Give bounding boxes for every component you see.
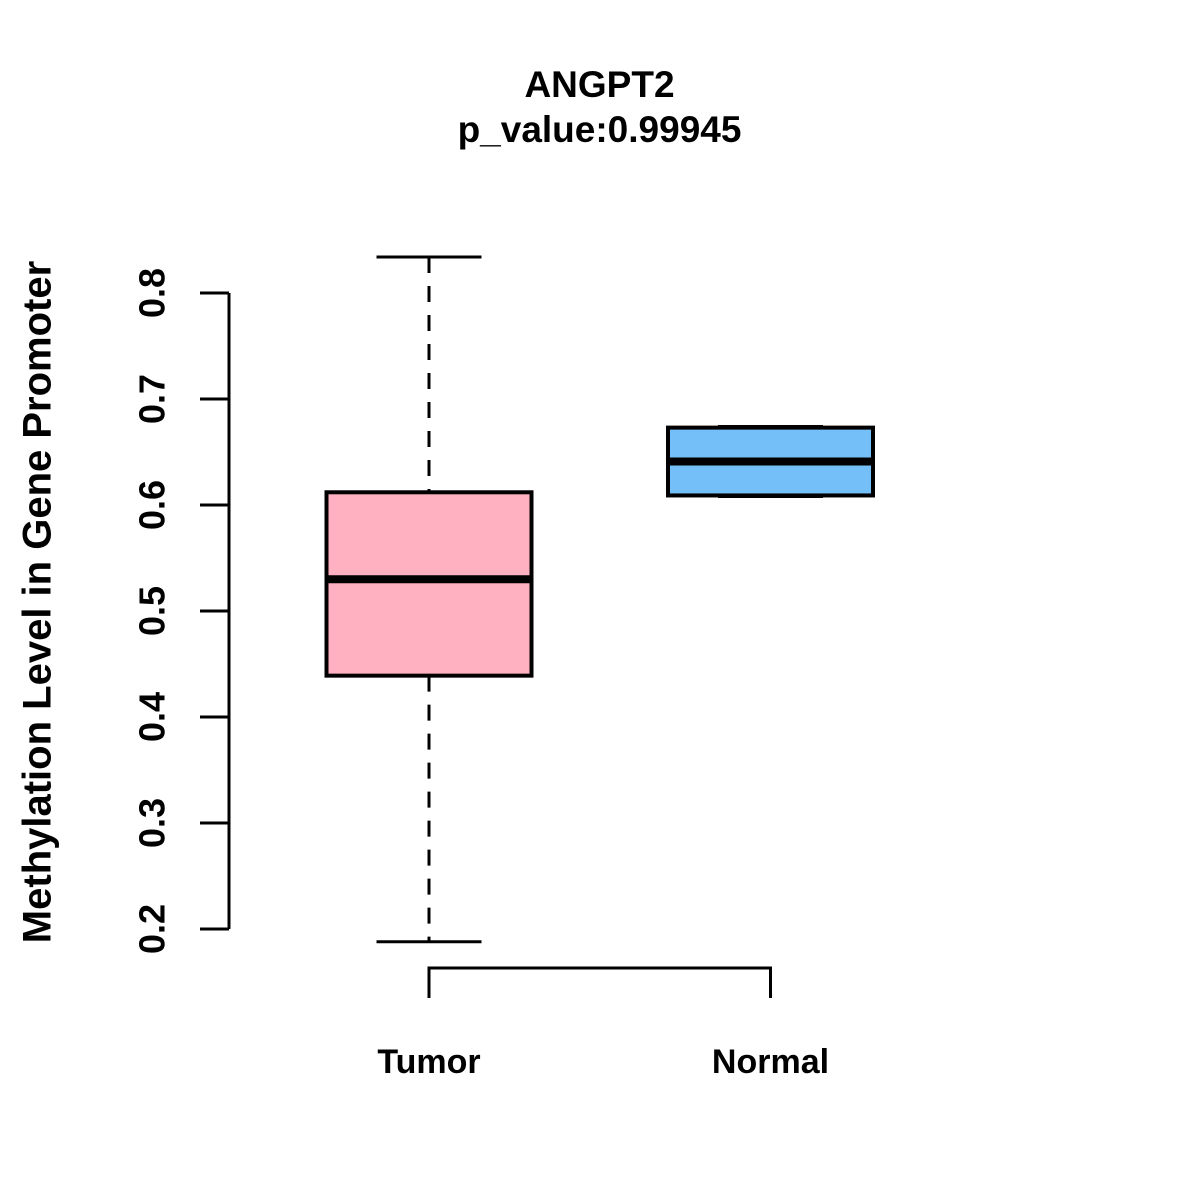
y-tick-label: 0.3 bbox=[132, 798, 173, 848]
y-tick-label: 0.2 bbox=[132, 904, 173, 954]
y-tick-label: 0.8 bbox=[132, 268, 173, 318]
y-tick-label: 0.6 bbox=[132, 480, 173, 530]
y-tick-label: 0.7 bbox=[132, 374, 173, 424]
y-tick-label: 0.4 bbox=[132, 692, 173, 742]
y-tick-label: 0.5 bbox=[132, 586, 173, 636]
chart-subtitle: p_value:0.99945 bbox=[457, 109, 742, 150]
chart-title: ANGPT2 bbox=[524, 64, 675, 105]
x-axis-bracket bbox=[427, 966, 772, 998]
x-category-label-normal: Normal bbox=[712, 1043, 829, 1081]
tumor-box bbox=[324, 490, 534, 678]
chart-title-block: ANGPT2 p_value:0.99945 bbox=[0, 62, 1199, 152]
x-category-label-tumor: Tumor bbox=[377, 1043, 480, 1081]
